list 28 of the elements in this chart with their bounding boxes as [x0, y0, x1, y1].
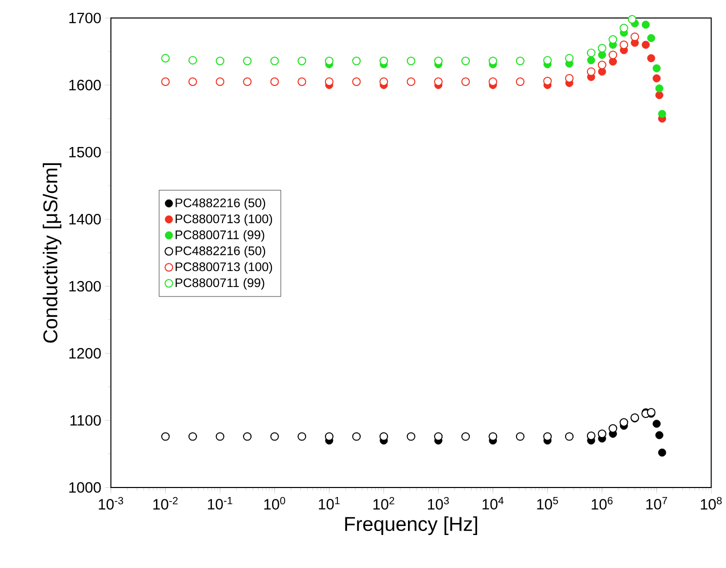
- legend-label: PC8800711 (99): [176, 230, 264, 242]
- y-tick-label: 1700: [69, 12, 101, 24]
- x-tick-label: 10$^{5}$: [537, 496, 558, 510]
- x-tick-label: 10$^{-1}$: [208, 496, 232, 510]
- y-tick-label: 1600: [69, 80, 101, 90]
- y-axis-title: Conductivity [μS/cm]: [42, 163, 62, 342]
- legend-label: PC8800713 (100): [176, 262, 272, 274]
- y-tick-label: 1000: [69, 482, 101, 493]
- x-tick-label: 10$^{4}$: [482, 496, 504, 510]
- legend-label: PC4882216 (50): [176, 246, 266, 258]
- x-axis-title: Frequency [Hz]: [345, 516, 478, 535]
- x-tick-label: 10$^{0}$: [264, 496, 286, 510]
- x-tick-label: 10$^{6}$: [592, 496, 613, 510]
- legend-label: PC8800711 (99): [176, 278, 264, 290]
- x-tick-label: 10$^{-2}$: [153, 496, 178, 510]
- legend-label: PC8800713 (100): [176, 214, 272, 226]
- y-tick-label: 1500: [69, 146, 101, 158]
- x-tick-label: 10$^{8}$: [700, 496, 722, 510]
- y-tick-label: 1200: [69, 348, 101, 358]
- y-tick-label: 1300: [69, 280, 101, 292]
- x-tick-label: 10$^{2}$: [373, 496, 394, 510]
- x-tick-label: 10$^{-3}$: [98, 496, 124, 510]
- y-tick-label: 1100: [70, 414, 101, 426]
- x-tick-label: 10$^{7}$: [646, 496, 668, 510]
- x-tick-label: 10$^{3}$: [428, 496, 449, 510]
- legend-label: PC4882216 (50): [176, 198, 266, 210]
- y-tick-label: 1400: [69, 214, 101, 224]
- x-tick-label: 10$^{1}$: [318, 496, 340, 510]
